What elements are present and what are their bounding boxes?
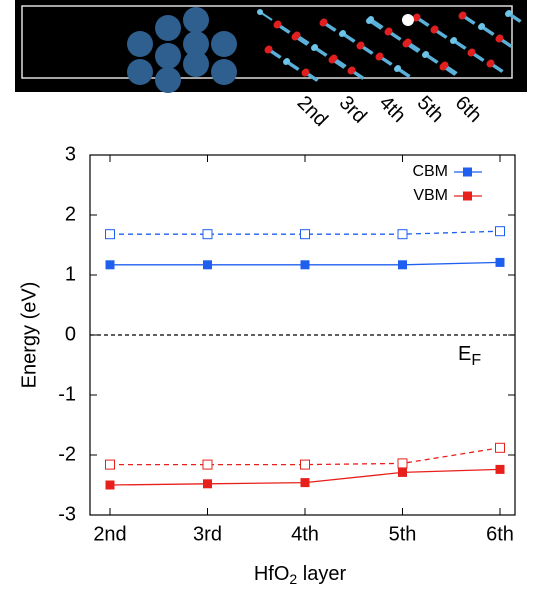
marker (300, 260, 310, 270)
x-label-rest: layer (297, 563, 346, 585)
o-atom (375, 53, 383, 61)
marker (300, 459, 310, 470)
hf-atom (211, 31, 237, 57)
hf-atom (127, 31, 153, 57)
marker (105, 260, 115, 270)
marker (495, 257, 505, 267)
o-atom (467, 49, 475, 57)
layer-labels: 2nd 3rd 4th 5th 6th (293, 92, 486, 131)
legend-label: CBM (412, 163, 448, 180)
hf-small-atom (478, 24, 484, 30)
marker (300, 478, 310, 488)
x-tick-label: 3rd (193, 523, 222, 545)
hf-small-atom (257, 9, 263, 15)
marker (105, 229, 115, 240)
o-atom (264, 46, 272, 54)
layer-label: 6th (451, 92, 486, 127)
structure-image (15, 0, 527, 92)
marker (105, 480, 115, 490)
series-line (110, 447, 501, 466)
o-atom (458, 12, 466, 20)
hf-small-atom (311, 45, 317, 51)
hf-small-atom (366, 18, 372, 24)
layer-label: 4th (375, 92, 410, 127)
marker (398, 260, 407, 270)
marker (495, 464, 505, 474)
legend-marker (463, 167, 472, 177)
y-tick-label: 0 (65, 323, 76, 345)
hf-small-atom (450, 38, 456, 44)
marker (300, 229, 310, 240)
hf-small-atom (394, 66, 400, 72)
o-atom (430, 26, 438, 34)
hf-small-atom (339, 31, 345, 37)
x-axis-label: HfO2 layer (254, 563, 347, 586)
hf-atom (183, 31, 209, 57)
y-tick-label: 1 (65, 263, 76, 285)
o-atom (273, 21, 281, 29)
marker (105, 459, 115, 470)
marker (202, 459, 213, 470)
x-label-main: HfO (254, 563, 290, 585)
o-atom (347, 67, 355, 75)
y-tick-label: 3 (65, 143, 76, 165)
legend-label: VBM (413, 187, 448, 204)
x-label-sub: 2 (289, 571, 297, 587)
fermi-sub: F (471, 352, 481, 369)
hf-atom (155, 15, 181, 41)
x-tick-label: 5th (389, 523, 417, 545)
o-atom (319, 19, 327, 27)
hf-atom (183, 51, 209, 77)
o-atom (439, 63, 447, 71)
layer-label: 5th (413, 92, 448, 127)
o-atom (356, 42, 364, 50)
y-axis-label: Energy (eV) (18, 282, 40, 389)
hf-small-atom (283, 59, 289, 65)
layer-label: 2nd (293, 92, 332, 131)
legend-marker (463, 191, 472, 201)
hf-atom (155, 43, 181, 69)
marker-dot (402, 14, 414, 26)
marker (202, 229, 213, 240)
o-atom (495, 35, 503, 43)
hf-atom (127, 59, 153, 85)
x-tick-label: 6th (486, 523, 514, 545)
y-tick-label: -1 (58, 383, 76, 405)
o-atom (402, 40, 410, 48)
hf-small-atom (505, 11, 511, 17)
x-tick-label: 2nd (93, 523, 126, 545)
y-tick-label: -3 (58, 503, 76, 525)
marker (495, 442, 505, 453)
o-atom (486, 60, 494, 68)
y-tick-label: -2 (58, 443, 76, 465)
marker (398, 467, 407, 477)
layer-label: 3rd (335, 92, 371, 128)
hf-atom (211, 59, 237, 85)
marker (397, 458, 408, 469)
o-atom (301, 69, 309, 77)
o-atom (291, 33, 299, 41)
fermi-label: EF (458, 343, 481, 369)
marker (397, 229, 408, 240)
o-atom (328, 56, 336, 64)
fermi-main: E (458, 343, 471, 365)
marker (203, 479, 212, 489)
hf-atom (183, 7, 209, 33)
x-tick-label: 4th (291, 523, 319, 545)
marker (203, 260, 212, 270)
o-atom (384, 28, 392, 36)
series-line (110, 230, 501, 235)
y-tick-label: 2 (65, 203, 76, 225)
o-atom (412, 14, 420, 22)
hf-small-atom (422, 52, 428, 58)
atoms (127, 7, 522, 93)
hf-atom (155, 67, 181, 93)
marker (495, 226, 505, 237)
cell-outline (21, 5, 513, 79)
